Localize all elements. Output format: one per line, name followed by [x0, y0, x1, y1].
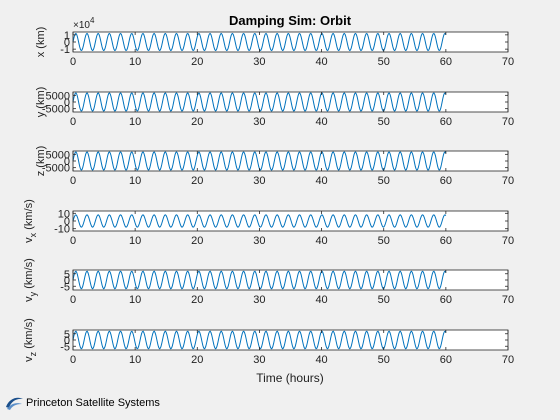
- y-exponent-base: ×10: [73, 20, 90, 31]
- x-tick-label: 60: [440, 235, 452, 247]
- y-axis-label: x (km): [35, 27, 47, 58]
- orbit-figure: Damping Sim: Orbit 0 10 20 30 40 50 60 70-101×1…: [23, 13, 514, 385]
- x-tick-label: 0: [70, 116, 76, 128]
- y-tick-label: -5000: [42, 163, 70, 175]
- x-tick-label: 40: [315, 175, 327, 187]
- x-tick-label: 20: [191, 56, 203, 68]
- x-tick-label: 10: [129, 294, 141, 306]
- x-tick-label: 30: [253, 116, 265, 128]
- x-tick-label: 60: [440, 116, 452, 128]
- x-tick-label: 70: [502, 56, 514, 68]
- x-tick-label: 0: [70, 56, 76, 68]
- x-tick-label: 60: [440, 294, 452, 306]
- x-tick-label: 70: [502, 294, 514, 306]
- y-tick-label: 0: [64, 97, 70, 109]
- plot-area: [73, 151, 508, 171]
- y-tick-label: 0: [64, 335, 70, 347]
- y-tick-label: -1: [60, 44, 70, 56]
- x-tick-label: 70: [502, 354, 514, 366]
- plot-area: [73, 270, 508, 290]
- x-tick-label: 0: [70, 354, 76, 366]
- x-tick-label: 70: [502, 175, 514, 187]
- x-tick-label: 20: [191, 354, 203, 366]
- x-tick-label: 30: [253, 56, 265, 68]
- x-axis-label: Time (hours): [256, 371, 324, 385]
- x-tick-label: 70: [502, 235, 514, 247]
- y-tick-label: 0: [64, 216, 70, 228]
- x-tick-label: 40: [315, 116, 327, 128]
- x-tick-label: 60: [440, 56, 452, 68]
- x-tick-label: 20: [191, 175, 203, 187]
- y-tick-label: 0: [64, 275, 70, 287]
- x-tick-label: 0: [70, 294, 76, 306]
- footer-branding: Princeton Satellite Systems: [4, 390, 160, 416]
- x-tick-label: 10: [129, 56, 141, 68]
- y-axis-label: vz (km/s): [23, 318, 38, 362]
- y-exponent-label: ×104: [73, 16, 95, 31]
- x-tick-label: 40: [315, 294, 327, 306]
- y-tick-label: -5: [60, 281, 70, 293]
- y-tick-label: 5: [64, 329, 70, 341]
- y-tick-label: 5: [64, 269, 70, 281]
- x-tick-label: 20: [191, 294, 203, 306]
- y-exponent-power: 4: [90, 16, 95, 25]
- y-tick-label: -5000: [42, 104, 70, 116]
- x-tick-label: 10: [129, 235, 141, 247]
- x-tick-label: 30: [253, 175, 265, 187]
- x-tick-label: 50: [378, 56, 390, 68]
- x-tick-label: 30: [253, 354, 265, 366]
- x-tick-label: 40: [315, 235, 327, 247]
- y-tick-label: -5: [60, 341, 70, 353]
- y-tick-label: -10: [54, 224, 70, 236]
- x-tick-label: 50: [378, 354, 390, 366]
- x-tick-label: 10: [129, 175, 141, 187]
- y-tick-label: 10: [58, 208, 70, 220]
- y-tick-label: 0: [64, 37, 70, 49]
- x-tick-label: 10: [129, 354, 141, 366]
- x-tick-label: 30: [253, 294, 265, 306]
- company-name: Princeton Satellite Systems: [26, 397, 160, 409]
- x-tick-label: 20: [191, 116, 203, 128]
- psl-swoosh-logo-icon: [6, 397, 23, 410]
- plot-area: [73, 32, 508, 52]
- x-tick-label: 0: [70, 175, 76, 187]
- y-tick-label: 5000: [46, 90, 70, 102]
- x-tick-label: 60: [440, 175, 452, 187]
- x-tick-label: 40: [315, 56, 327, 68]
- y-axis-label: vy (km/s): [23, 258, 38, 302]
- x-tick-label: 50: [378, 116, 390, 128]
- x-tick-label: 50: [378, 175, 390, 187]
- y-tick-label: 1: [64, 30, 70, 42]
- x-tick-label: 70: [502, 116, 514, 128]
- plot-area: [73, 92, 508, 112]
- series-line: [72, 214, 447, 228]
- figure-title: Damping Sim: Orbit: [229, 13, 352, 28]
- y-axis-label: y (km): [35, 87, 47, 118]
- x-tick-label: 0: [70, 235, 76, 247]
- plot-area: [73, 330, 508, 350]
- x-tick-label: 10: [129, 116, 141, 128]
- x-tick-label: 50: [378, 294, 390, 306]
- x-tick-label: 40: [315, 354, 327, 366]
- x-tick-label: 50: [378, 235, 390, 247]
- y-tick-label: 5000: [46, 149, 70, 161]
- y-tick-label: 0: [64, 156, 70, 168]
- x-tick-label: 30: [253, 235, 265, 247]
- y-axis-label: z (km): [35, 146, 47, 177]
- y-axis-label: vx (km/s): [23, 199, 38, 243]
- plot-area: [73, 211, 508, 231]
- x-tick-label: 60: [440, 354, 452, 366]
- x-tick-label: 20: [191, 235, 203, 247]
